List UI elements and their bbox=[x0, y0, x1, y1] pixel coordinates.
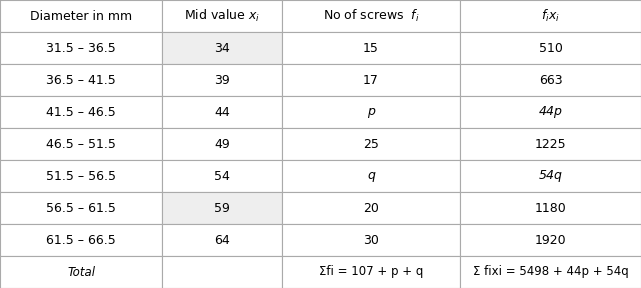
Text: 36.5 – 41.5: 36.5 – 41.5 bbox=[46, 73, 116, 86]
Bar bbox=[162, 256, 282, 288]
Text: q: q bbox=[367, 170, 375, 183]
Bar bbox=[282, 192, 460, 224]
Text: 1180: 1180 bbox=[535, 202, 567, 215]
Text: 46.5 – 51.5: 46.5 – 51.5 bbox=[46, 137, 116, 151]
Text: 41.5 – 46.5: 41.5 – 46.5 bbox=[46, 105, 116, 118]
Text: Mid value $x_i$: Mid value $x_i$ bbox=[184, 8, 260, 24]
Text: 54q: 54q bbox=[538, 170, 562, 183]
Bar bbox=[0, 128, 162, 160]
Bar bbox=[460, 160, 641, 192]
Text: 20: 20 bbox=[363, 202, 379, 215]
Bar bbox=[282, 256, 460, 288]
Text: 59: 59 bbox=[214, 202, 230, 215]
Text: 34: 34 bbox=[214, 41, 230, 54]
Text: Total: Total bbox=[67, 266, 95, 278]
Text: Σfi = 107 + p + q: Σfi = 107 + p + q bbox=[319, 266, 423, 278]
Text: $f_ix_i$: $f_ix_i$ bbox=[541, 8, 560, 24]
Bar bbox=[460, 0, 641, 32]
Bar bbox=[0, 96, 162, 128]
Bar bbox=[0, 64, 162, 96]
Bar bbox=[162, 224, 282, 256]
Text: 64: 64 bbox=[214, 234, 230, 247]
Text: 25: 25 bbox=[363, 137, 379, 151]
Bar bbox=[0, 256, 162, 288]
Bar bbox=[162, 128, 282, 160]
Text: 17: 17 bbox=[363, 73, 379, 86]
Text: 61.5 – 66.5: 61.5 – 66.5 bbox=[46, 234, 116, 247]
Bar bbox=[0, 224, 162, 256]
Bar bbox=[0, 160, 162, 192]
Text: 54: 54 bbox=[214, 170, 230, 183]
Bar bbox=[162, 32, 282, 64]
Text: 51.5 – 56.5: 51.5 – 56.5 bbox=[46, 170, 116, 183]
Text: 30: 30 bbox=[363, 234, 379, 247]
Bar bbox=[282, 160, 460, 192]
Bar bbox=[162, 192, 282, 224]
Bar bbox=[282, 64, 460, 96]
Bar bbox=[460, 32, 641, 64]
Bar bbox=[162, 64, 282, 96]
Text: p: p bbox=[367, 105, 375, 118]
Text: Σ fixi = 5498 + 44p + 54q: Σ fixi = 5498 + 44p + 54q bbox=[472, 266, 628, 278]
Bar bbox=[162, 0, 282, 32]
Text: 15: 15 bbox=[363, 41, 379, 54]
Text: 31.5 – 36.5: 31.5 – 36.5 bbox=[46, 41, 116, 54]
Text: Diameter in mm: Diameter in mm bbox=[30, 10, 132, 22]
Text: 1225: 1225 bbox=[535, 137, 566, 151]
Bar bbox=[460, 128, 641, 160]
Bar bbox=[162, 160, 282, 192]
Text: 56.5 – 61.5: 56.5 – 61.5 bbox=[46, 202, 116, 215]
Bar bbox=[460, 96, 641, 128]
Bar bbox=[282, 32, 460, 64]
Text: 1920: 1920 bbox=[535, 234, 566, 247]
Text: 44: 44 bbox=[214, 105, 230, 118]
Text: 49: 49 bbox=[214, 137, 230, 151]
Text: 44p: 44p bbox=[538, 105, 562, 118]
Bar bbox=[0, 32, 162, 64]
Bar bbox=[162, 96, 282, 128]
Bar bbox=[0, 0, 162, 32]
Bar bbox=[460, 192, 641, 224]
Bar bbox=[460, 256, 641, 288]
Bar bbox=[460, 224, 641, 256]
Bar bbox=[282, 96, 460, 128]
Text: No of screws  $f_i$: No of screws $f_i$ bbox=[322, 8, 419, 24]
Text: 510: 510 bbox=[538, 41, 562, 54]
Bar bbox=[282, 128, 460, 160]
Bar bbox=[460, 64, 641, 96]
Text: 39: 39 bbox=[214, 73, 230, 86]
Bar bbox=[282, 0, 460, 32]
Bar bbox=[0, 192, 162, 224]
Bar bbox=[282, 224, 460, 256]
Text: 663: 663 bbox=[538, 73, 562, 86]
